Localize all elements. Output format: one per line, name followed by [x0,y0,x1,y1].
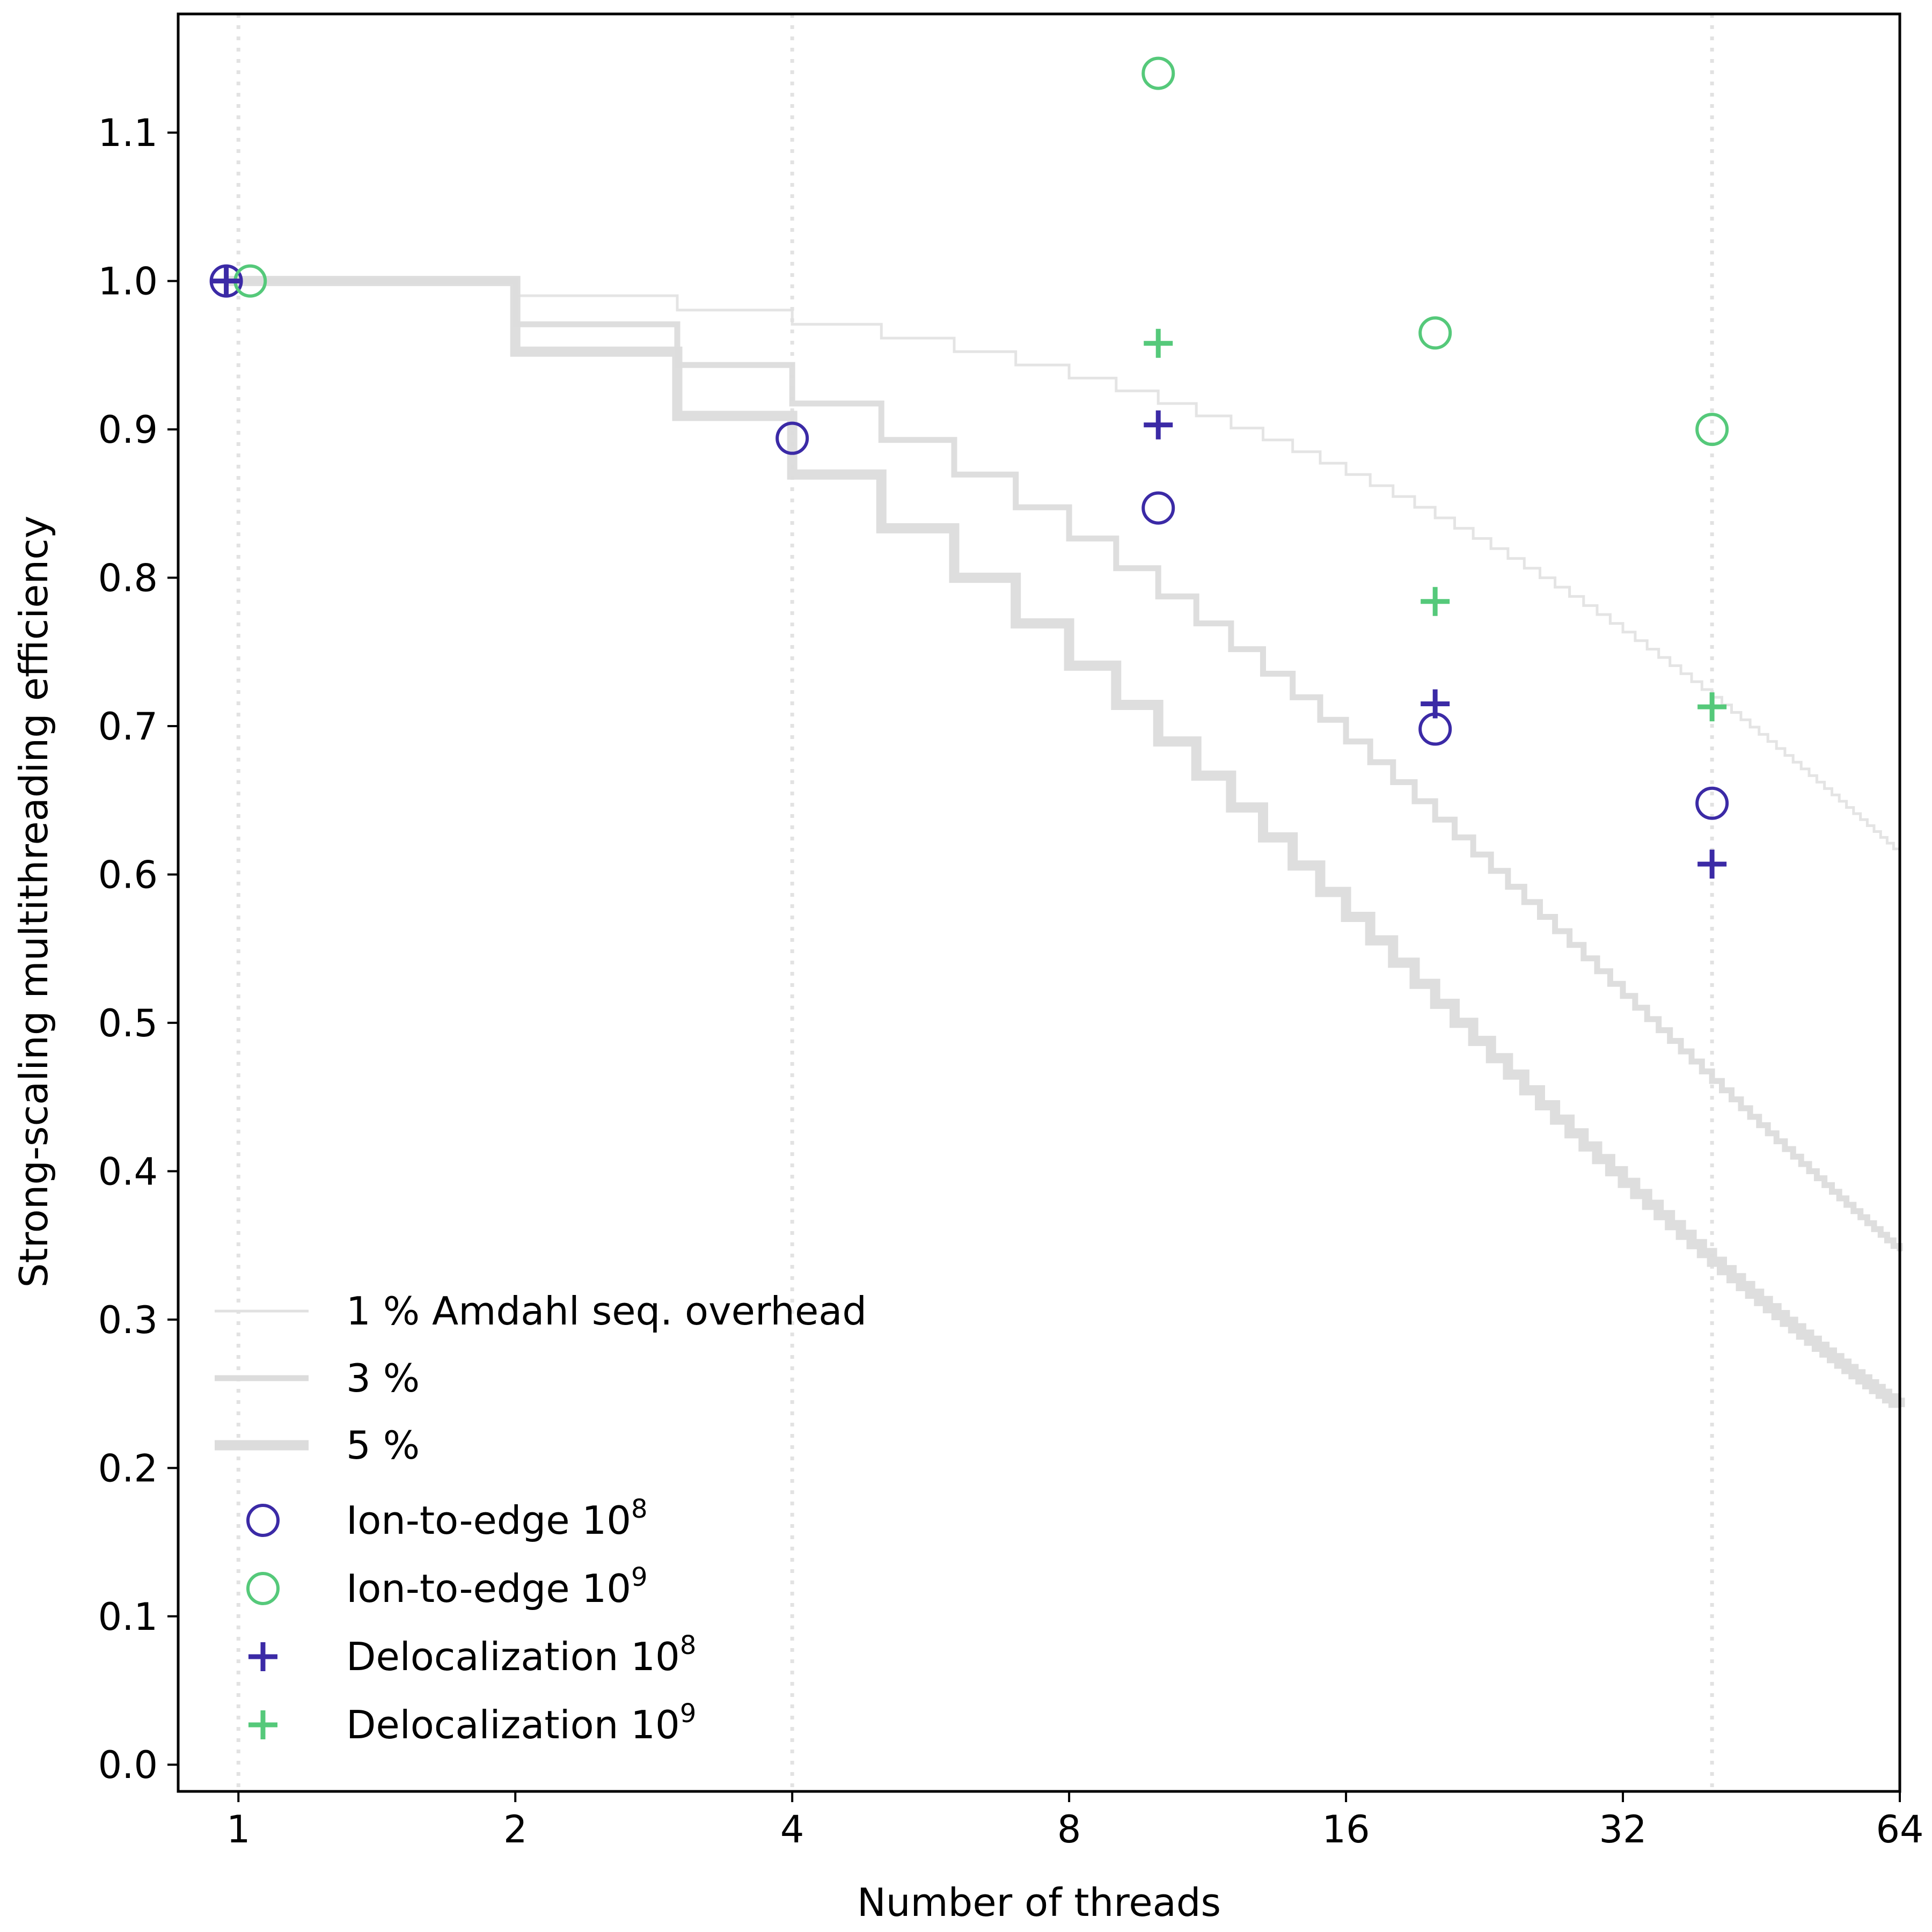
y-tick-label: 0.1 [98,1595,158,1639]
data-point-plus [1697,692,1727,722]
x-axis-label: Number of threads [857,1880,1221,1925]
x-tick-label: 1 [226,1807,251,1851]
data-point-circle [209,264,243,298]
y-tick-label: 0.4 [98,1150,158,1194]
amdahl-curve [226,276,1905,1408]
amdahl-curve [226,278,1903,1252]
y-tick-label: 0.0 [98,1743,158,1787]
x-tick-label: 64 [1876,1807,1923,1851]
y-axis-ticks: 0.0 0.1 0.2 0.3 0.4 0.5 0.6 0.7 0.8 0.9 1.0 1.1 [98,111,178,1787]
legend-entry-label: 1 % Amdahl seq. overhead [346,1289,867,1334]
data-point-circle [1141,56,1175,90]
data-point-circle [1418,712,1452,746]
legend: 1 % Amdahl seq. overhead 3 % 5 % Ion-to-edg… [215,1289,867,1747]
data-point-plus [1421,689,1450,719]
x-tick-label: 4 [780,1807,804,1851]
data-point-plus [1144,328,1173,358]
legend-marker-circle [246,1572,280,1605]
data-point-circle [1695,786,1729,820]
legend-entry-label: Delocalization 108 [346,1630,696,1679]
x-tick-label: 32 [1599,1807,1647,1851]
y-tick-label: 0.7 [98,705,158,749]
legend-entry-label: Ion-to-edge 109 [346,1562,648,1611]
y-tick-label: 0.6 [98,853,158,897]
data-point-circle [775,421,809,455]
x-tick-label: 8 [1057,1807,1081,1851]
y-tick-label: 0.9 [98,408,158,452]
y-tick-label: 0.3 [98,1298,158,1342]
plot-frame [177,12,1901,1793]
y-axis-label: Strong-scaling multithreading efficiency [11,516,56,1288]
data-point-plus [1421,587,1450,616]
y-tick-label: 0.8 [98,557,158,601]
legend-entry-label: Ion-to-edge 108 [346,1494,648,1543]
amdahl-curves [226,276,1905,1408]
x-tick-label: 16 [1322,1807,1370,1851]
y-tick-label: 0.5 [98,1001,158,1045]
legend-superscript: 8 [631,1494,648,1524]
legend-superscript: 9 [680,1699,697,1729]
data-point-plus [1144,410,1173,440]
legend-entry-label: Delocalization 109 [346,1699,696,1747]
data-point-circle [1141,491,1175,525]
y-tick-label: 1.1 [98,111,158,155]
amdahl-curve [226,280,1901,855]
legend-marker-plus [248,1642,277,1671]
y-tick-label: 0.2 [98,1446,158,1490]
data-point-plus [1697,850,1727,879]
y-tick-label: 1.0 [98,260,158,304]
data-point-circle [1418,316,1452,350]
data-point-plus [211,266,241,296]
x-tick-label: 2 [503,1807,528,1851]
data-point-circle [1695,413,1729,447]
legend-entry-label: 3 % [346,1356,420,1401]
legend-superscript: 9 [631,1562,648,1592]
legend-entry-label: 5 % [346,1423,420,1468]
x-axis-ticks: 1 2 4 8 16 32 64 [226,1791,1924,1851]
legend-marker-circle [246,1504,280,1537]
legend-superscript: 8 [680,1630,697,1660]
data-points [209,56,1729,879]
legend-marker-plus [248,1710,277,1739]
